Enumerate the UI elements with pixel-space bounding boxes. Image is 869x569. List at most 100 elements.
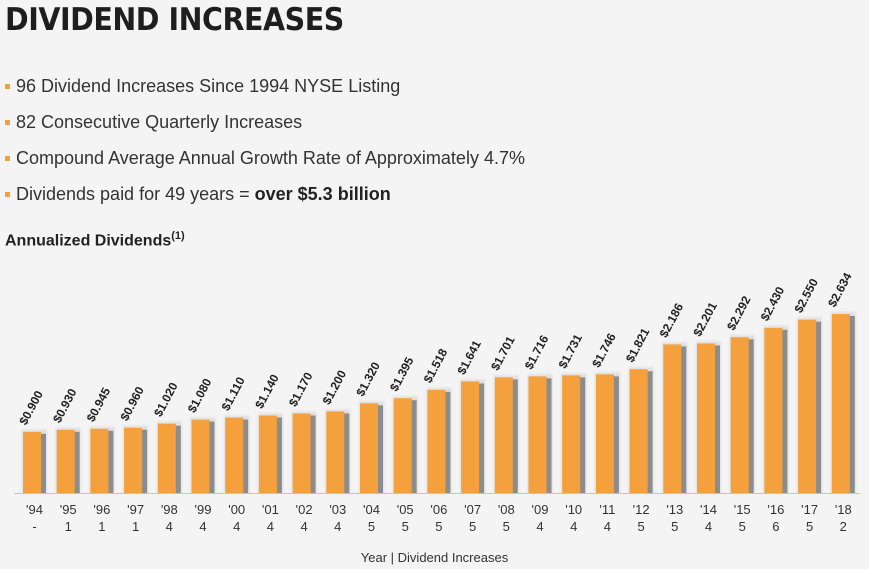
bar-shadow — [714, 345, 720, 493]
increase-count-label: 4 — [233, 519, 240, 534]
increase-count-label: 5 — [402, 519, 409, 534]
bar-00 — [225, 417, 244, 493]
bar-18 — [831, 314, 850, 493]
bar-shadow — [511, 379, 518, 493]
bullet-item: Compound Average Annual Growth Rate of A… — [5, 140, 525, 176]
bar-shadow — [646, 371, 653, 493]
bar-01 — [258, 415, 277, 493]
value-label: $2.292 — [724, 293, 754, 332]
bar-shadow — [478, 383, 485, 493]
bar-shadow — [174, 425, 181, 493]
value-label: $1.140 — [252, 372, 282, 411]
bullet-text: 96 Dividend Increases Since 1994 NYSE Li… — [16, 76, 401, 96]
value-label: $2.186 — [657, 301, 687, 340]
bar-shadow — [242, 419, 249, 493]
value-label: $2.634 — [825, 270, 855, 309]
value-label: $1.170 — [286, 370, 316, 409]
year-tick-label: '98 — [161, 502, 178, 517]
bullet-square-icon — [5, 191, 10, 197]
bar-shadow — [141, 429, 148, 493]
increase-count-label: 5 — [739, 519, 746, 534]
year-tick-label: '94 — [26, 502, 43, 517]
bar-16 — [764, 327, 783, 493]
bar-11 — [595, 374, 614, 493]
bullet-item: 82 Consecutive Quarterly Increases — [5, 104, 525, 140]
year-tick-label: '16 — [767, 502, 784, 517]
bar-shadow — [680, 346, 687, 493]
increase-count-label: 2 — [840, 519, 847, 534]
bar-shadow — [208, 421, 215, 493]
increase-count-label: 4 — [536, 519, 543, 534]
year-tick-label: '05 — [397, 502, 414, 517]
year-tick-label: '99 — [195, 502, 212, 517]
value-label: $1.701 — [488, 334, 518, 373]
value-label: $1.200 — [320, 368, 350, 407]
increase-count-label: 4 — [166, 519, 173, 534]
bar-13 — [663, 344, 682, 493]
bar-shadow — [747, 339, 754, 493]
bar-02 — [292, 413, 311, 493]
bullet-bold-text: over $5.3 billion — [254, 184, 391, 204]
year-tick-label: '01 — [262, 502, 279, 517]
chart-title-footnote: (1) — [171, 230, 185, 242]
value-label: $1.320 — [353, 359, 383, 398]
bar-04 — [360, 403, 378, 493]
highlights-list: 96 Dividend Increases Since 1994 NYSE Li… — [5, 68, 525, 212]
year-tick-label: '04 — [363, 502, 380, 517]
bar-09 — [528, 376, 547, 493]
increase-count-label: 6 — [772, 519, 779, 534]
bar-shadow — [579, 377, 586, 493]
year-tick-label: '17 — [801, 502, 818, 517]
bar-06 — [427, 389, 446, 493]
year-tick-label: '14 — [700, 502, 717, 517]
bar-17 — [798, 319, 817, 493]
bar-shadow — [73, 431, 80, 493]
bar-05 — [393, 398, 412, 493]
year-tick-label: '12 — [633, 502, 650, 517]
value-label: $0.900 — [16, 388, 46, 427]
chart-title: Annualized Dividends(1) — [5, 230, 185, 250]
increase-count-label: - — [32, 519, 36, 534]
increase-count-label: 4 — [267, 519, 274, 534]
year-tick-label: '96 — [93, 502, 110, 517]
bar-96 — [90, 428, 109, 493]
value-label: $1.020 — [151, 380, 181, 419]
increase-count-label: 4 — [199, 519, 206, 534]
year-tick-label: '06 — [430, 502, 447, 517]
year-tick-label: '07 — [464, 502, 481, 517]
bar-03 — [326, 411, 345, 493]
value-label: $1.395 — [387, 354, 417, 393]
page-title: DIVIDEND INCREASES — [5, 2, 344, 38]
increase-count-label: 4 — [300, 519, 307, 534]
increase-count-label: 4 — [334, 519, 341, 534]
bar-shadow — [612, 376, 619, 493]
increase-count-label: 4 — [705, 519, 712, 534]
bar-shadow — [848, 316, 855, 493]
bar-shadow — [410, 400, 417, 493]
bar-10 — [562, 375, 581, 493]
bar-07 — [461, 381, 480, 493]
increase-count-label: 5 — [503, 519, 510, 534]
bar-98 — [157, 423, 176, 493]
increase-count-label: 4 — [570, 519, 577, 534]
year-tick-label: '13 — [666, 502, 683, 517]
value-label: $1.821 — [623, 325, 653, 364]
value-label: $0.945 — [84, 385, 114, 424]
chart-title-text: Annualized Dividends — [5, 232, 172, 250]
value-label: $1.641 — [454, 338, 484, 377]
bar-12 — [629, 369, 648, 493]
year-tick-label: '15 — [734, 502, 751, 517]
bar-shadow — [107, 430, 114, 493]
bullet-text: Dividends paid for 49 years = — [16, 184, 255, 204]
value-label: $1.716 — [522, 333, 552, 372]
bar-shadow — [781, 329, 788, 493]
increase-count-label: 1 — [65, 519, 72, 534]
bullet-text: 82 Consecutive Quarterly Increases — [16, 112, 303, 132]
value-label: $1.746 — [589, 330, 619, 369]
increase-count-label: 4 — [604, 519, 611, 534]
bullet-text: Compound Average Annual Growth Rate of A… — [16, 148, 525, 168]
bullet-square-icon — [5, 119, 10, 125]
bar-14 — [697, 343, 715, 493]
value-label: $2.550 — [791, 276, 821, 315]
